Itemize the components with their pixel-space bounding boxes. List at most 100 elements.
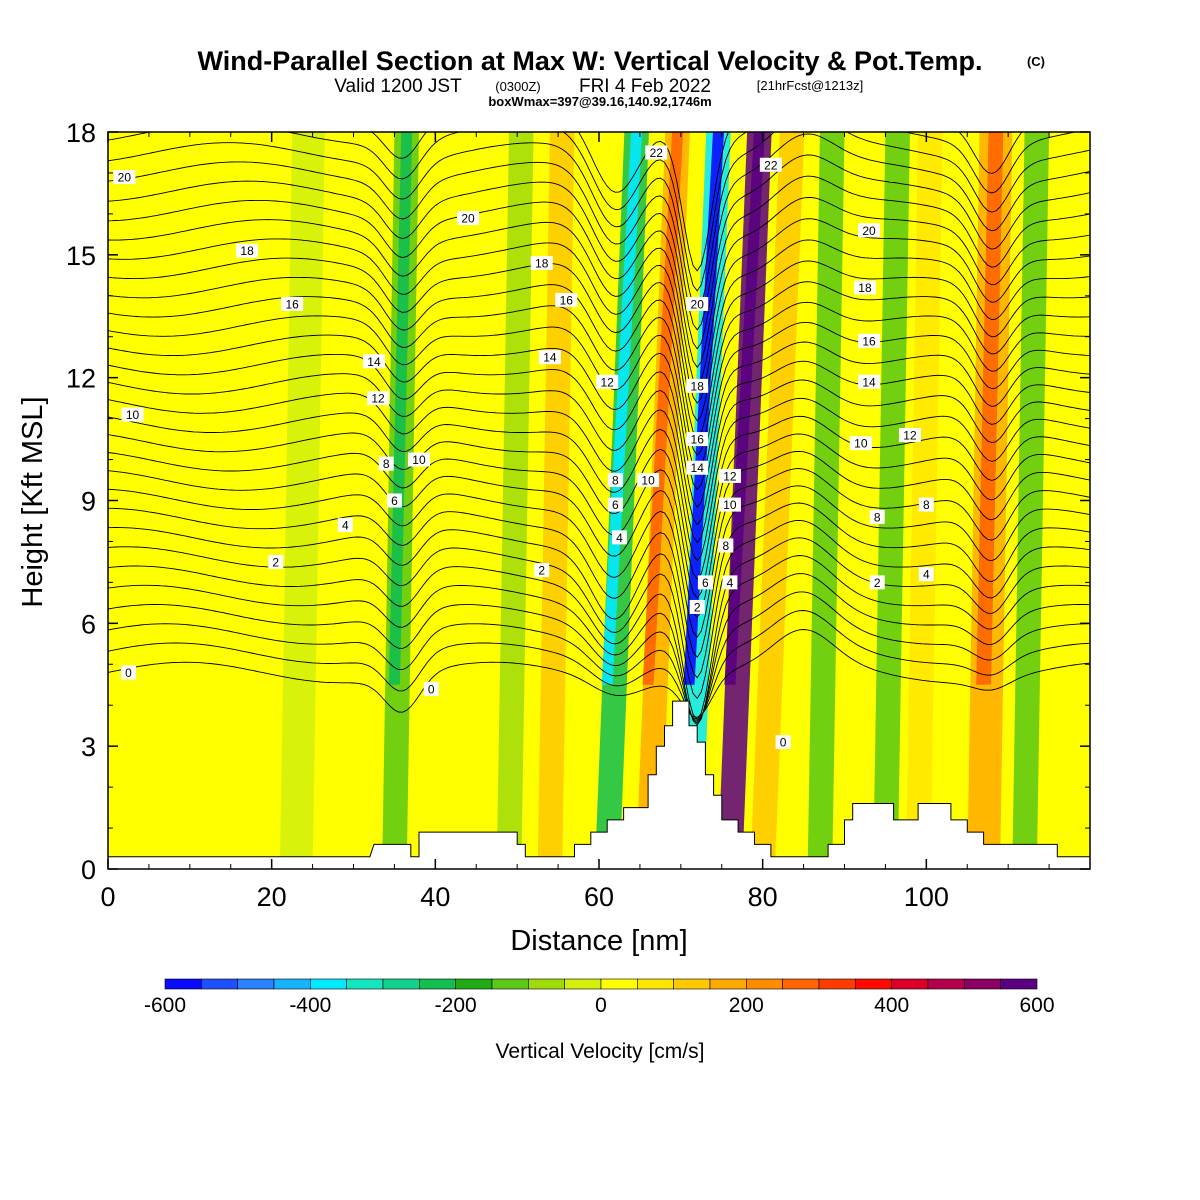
contour-label: 22 <box>645 145 668 160</box>
theta-contour-line <box>108 450 1090 619</box>
colorbar-tick-label: -400 <box>289 994 331 1017</box>
contour-label: 14 <box>538 350 561 365</box>
x-tick-label: 40 <box>420 882 450 912</box>
contour-label: 14 <box>362 354 385 369</box>
y-tick-label: 6 <box>81 609 96 639</box>
velocity-band <box>807 132 845 869</box>
colorbar-swatch <box>564 978 602 990</box>
contour-label: 8 <box>718 538 734 553</box>
contour-label: 8 <box>378 456 394 471</box>
svg-text:16: 16 <box>560 293 574 307</box>
theta-contour-line <box>108 321 1090 491</box>
theta-contour-line <box>108 301 1090 474</box>
contour-label: 16 <box>281 296 304 311</box>
theta-contour-line <box>108 281 1090 457</box>
valid-time: Valid 1200 JST <box>334 76 462 97</box>
forecast-info: [21hrFcst@1213z] <box>757 78 863 93</box>
svg-text:16: 16 <box>862 334 876 348</box>
theta-contour-line <box>108 502 1090 679</box>
svg-text:16: 16 <box>691 433 705 447</box>
theta-contour-line <box>108 260 1090 439</box>
theta-contour-line <box>108 629 1090 718</box>
colorbar-swatch <box>673 978 711 990</box>
theta-contour-line <box>108 175 1090 368</box>
svg-text:18: 18 <box>858 281 872 295</box>
contour-label: 0 <box>775 735 791 750</box>
colorbar-swatch <box>491 978 529 990</box>
contour-label: 14 <box>858 374 881 389</box>
contour-label: 4 <box>611 530 627 545</box>
contour-label: 2 <box>268 554 284 569</box>
svg-text:16: 16 <box>285 297 299 311</box>
contour-label: 8 <box>918 497 934 512</box>
contour-label: 18 <box>530 256 553 271</box>
velocity-band-core <box>601 132 643 685</box>
svg-text:10: 10 <box>854 437 868 451</box>
contour-label: 4 <box>337 518 353 533</box>
box-wmax-info: boxWmax=397@39.16,140.92,1746m <box>488 94 711 109</box>
y-tick-label: 18 <box>66 118 96 148</box>
colorbar-swatch <box>782 978 820 990</box>
terrain-profile <box>108 700 1090 869</box>
theta-contour-line <box>108 379 1090 544</box>
theta-contour-line <box>108 610 1090 720</box>
contour-label: 6 <box>386 493 402 508</box>
y-tick-label: 0 <box>81 855 96 885</box>
y-tick-label: 12 <box>66 364 96 394</box>
chart-titles: Wind-Parallel Section at Max W: Vertical… <box>198 46 1046 109</box>
contour-label: 12 <box>718 468 741 483</box>
svg-text:10: 10 <box>412 453 426 467</box>
contour-label: 20 <box>113 170 136 185</box>
copyright-mark: (C) <box>1027 54 1045 69</box>
velocity-band <box>198 132 260 869</box>
contour-label: 10 <box>407 452 430 467</box>
x-tick-label: 60 <box>584 882 614 912</box>
svg-text:22: 22 <box>650 146 664 160</box>
svg-text:6: 6 <box>391 494 398 508</box>
theta-contour-line <box>108 133 1090 331</box>
theta-contour-line <box>108 196 1090 387</box>
contour-label: 6 <box>697 575 713 590</box>
colorbar-swatch <box>273 978 311 990</box>
colorbar-swatch <box>891 978 929 990</box>
svg-text:14: 14 <box>543 351 557 365</box>
velocity-band-core <box>976 132 1004 685</box>
svg-text:14: 14 <box>691 461 705 475</box>
valid-date: FRI 4 Feb 2022 <box>579 76 711 97</box>
colorbar-tick-label: 600 <box>1019 994 1054 1017</box>
theta-contour-line <box>108 341 1090 508</box>
colorbar-swatch <box>310 978 347 990</box>
colorbar-tick-label: -200 <box>435 994 477 1017</box>
colorbar-tick-label: 200 <box>729 994 764 1017</box>
y-axis-label: Height [Kft MSL] <box>17 396 49 607</box>
theta-contour-line <box>370 132 1023 272</box>
theta-contours <box>108 132 1090 726</box>
colorbar-swatch <box>237 978 275 990</box>
colorbar-swatch <box>164 978 202 990</box>
svg-text:10: 10 <box>126 408 140 422</box>
colorbar-swatch <box>818 978 856 990</box>
svg-text:18: 18 <box>691 379 705 393</box>
theta-contour-line <box>108 360 1090 526</box>
x-tick-label: 80 <box>748 882 778 912</box>
x-tick-label: 0 <box>100 882 115 912</box>
chart-title: Wind-Parallel Section at Max W: Vertical… <box>198 46 983 76</box>
svg-text:12: 12 <box>371 392 385 406</box>
svg-text:20: 20 <box>461 211 475 225</box>
svg-text:2: 2 <box>272 555 279 569</box>
svg-text:4: 4 <box>616 531 623 545</box>
svg-text:10: 10 <box>723 498 737 512</box>
svg-text:2: 2 <box>694 600 701 614</box>
svg-text:14: 14 <box>367 355 381 369</box>
theta-contour-line <box>108 397 1090 562</box>
contour-label: 12 <box>898 427 921 442</box>
valid-utc: (0300Z) <box>495 79 541 94</box>
svg-text:8: 8 <box>722 539 729 553</box>
contour-label: 22 <box>759 157 782 172</box>
velocity-band-core <box>388 132 413 685</box>
y-tick-label: 3 <box>81 732 96 762</box>
colorbar-swatch <box>855 978 892 990</box>
colorbar-swatch <box>746 978 783 990</box>
contour-label: 2 <box>689 599 705 614</box>
colorbar-swatch <box>637 978 674 990</box>
